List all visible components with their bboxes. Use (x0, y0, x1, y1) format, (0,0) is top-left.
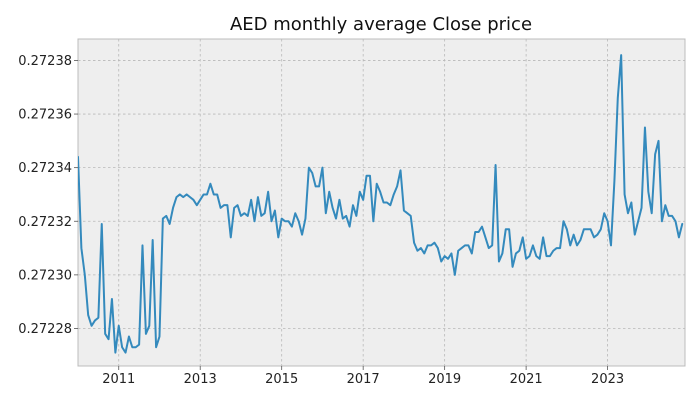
x-tick-label: 2021 (510, 372, 543, 387)
y-tick-label: 0.27234 (18, 161, 72, 176)
y-tick-label: 0.27236 (18, 108, 72, 123)
x-tick-label: 2019 (428, 372, 461, 387)
x-tick-label: 2023 (591, 372, 624, 387)
plot-area (78, 39, 685, 366)
x-tick-label: 2017 (347, 372, 380, 387)
y-tick-label: 0.27228 (18, 322, 72, 337)
y-tick-label: 0.27238 (18, 54, 72, 69)
x-tick-label: 2015 (265, 372, 298, 387)
y-tick-label: 0.27232 (18, 215, 72, 230)
y-tick-label: 0.27230 (18, 268, 72, 283)
chart-title: AED monthly average Close price (230, 14, 532, 35)
x-tick-label: 2013 (184, 372, 217, 387)
x-tick-label: 2011 (102, 372, 135, 387)
